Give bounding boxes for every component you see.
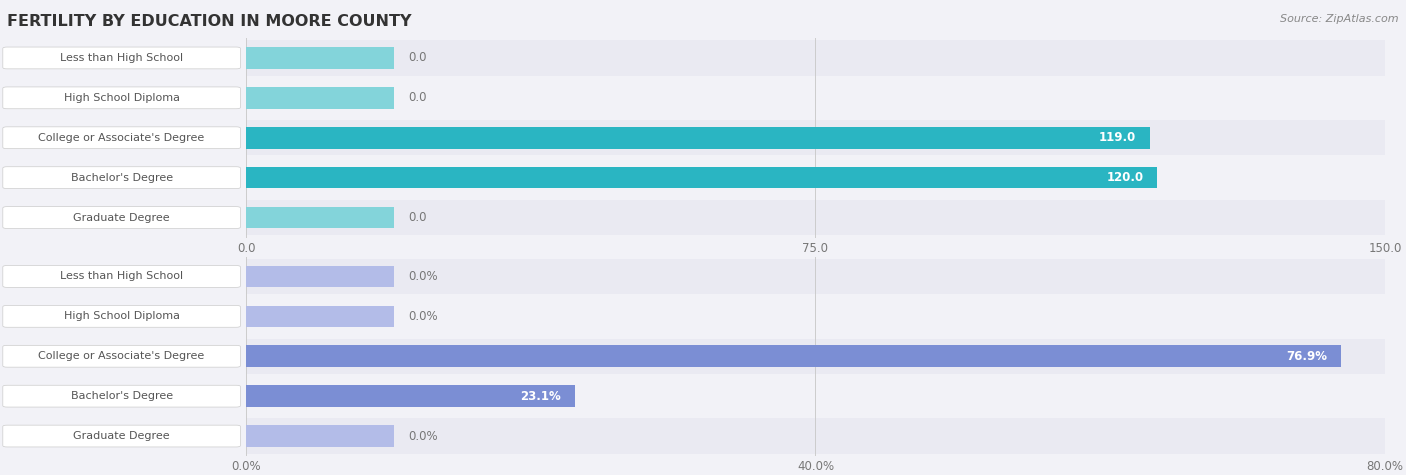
Bar (246, 305, 394, 327)
Text: 0.0: 0.0 (408, 91, 426, 104)
Bar (246, 47, 394, 69)
Bar (246, 80, 1385, 115)
Text: 0.0: 0.0 (408, 51, 426, 65)
Bar (246, 127, 1150, 149)
Bar (246, 266, 394, 287)
Text: College or Associate's Degree: College or Associate's Degree (38, 133, 205, 143)
Text: 23.1%: 23.1% (520, 390, 561, 403)
Text: Bachelor's Degree: Bachelor's Degree (70, 391, 173, 401)
Bar (246, 259, 1385, 294)
Text: Bachelor's Degree: Bachelor's Degree (70, 172, 173, 183)
Text: High School Diploma: High School Diploma (63, 311, 180, 322)
Text: Graduate Degree: Graduate Degree (73, 212, 170, 223)
Bar (246, 167, 1157, 189)
Bar (246, 200, 1385, 235)
Bar (246, 385, 575, 407)
Text: 76.9%: 76.9% (1286, 350, 1327, 363)
Bar (246, 418, 1385, 454)
Bar (246, 40, 1385, 76)
Bar (246, 87, 394, 109)
Bar (246, 207, 394, 228)
Text: Source: ZipAtlas.com: Source: ZipAtlas.com (1281, 14, 1399, 24)
Bar (246, 339, 1385, 374)
Text: 120.0: 120.0 (1107, 171, 1143, 184)
Text: High School Diploma: High School Diploma (63, 93, 180, 103)
Text: Less than High School: Less than High School (60, 53, 183, 63)
Bar (246, 345, 1341, 367)
Text: 0.0%: 0.0% (408, 270, 437, 283)
Text: 0.0: 0.0 (408, 211, 426, 224)
Bar (246, 379, 1385, 414)
Text: 0.0%: 0.0% (408, 429, 437, 443)
Text: College or Associate's Degree: College or Associate's Degree (38, 351, 205, 361)
Bar (246, 160, 1385, 195)
Bar (246, 120, 1385, 155)
Bar (246, 299, 1385, 334)
Text: Graduate Degree: Graduate Degree (73, 431, 170, 441)
Bar (246, 425, 394, 447)
Text: 0.0%: 0.0% (408, 310, 437, 323)
Text: FERTILITY BY EDUCATION IN MOORE COUNTY: FERTILITY BY EDUCATION IN MOORE COUNTY (7, 14, 412, 29)
Text: 119.0: 119.0 (1098, 131, 1136, 144)
Text: Less than High School: Less than High School (60, 271, 183, 282)
